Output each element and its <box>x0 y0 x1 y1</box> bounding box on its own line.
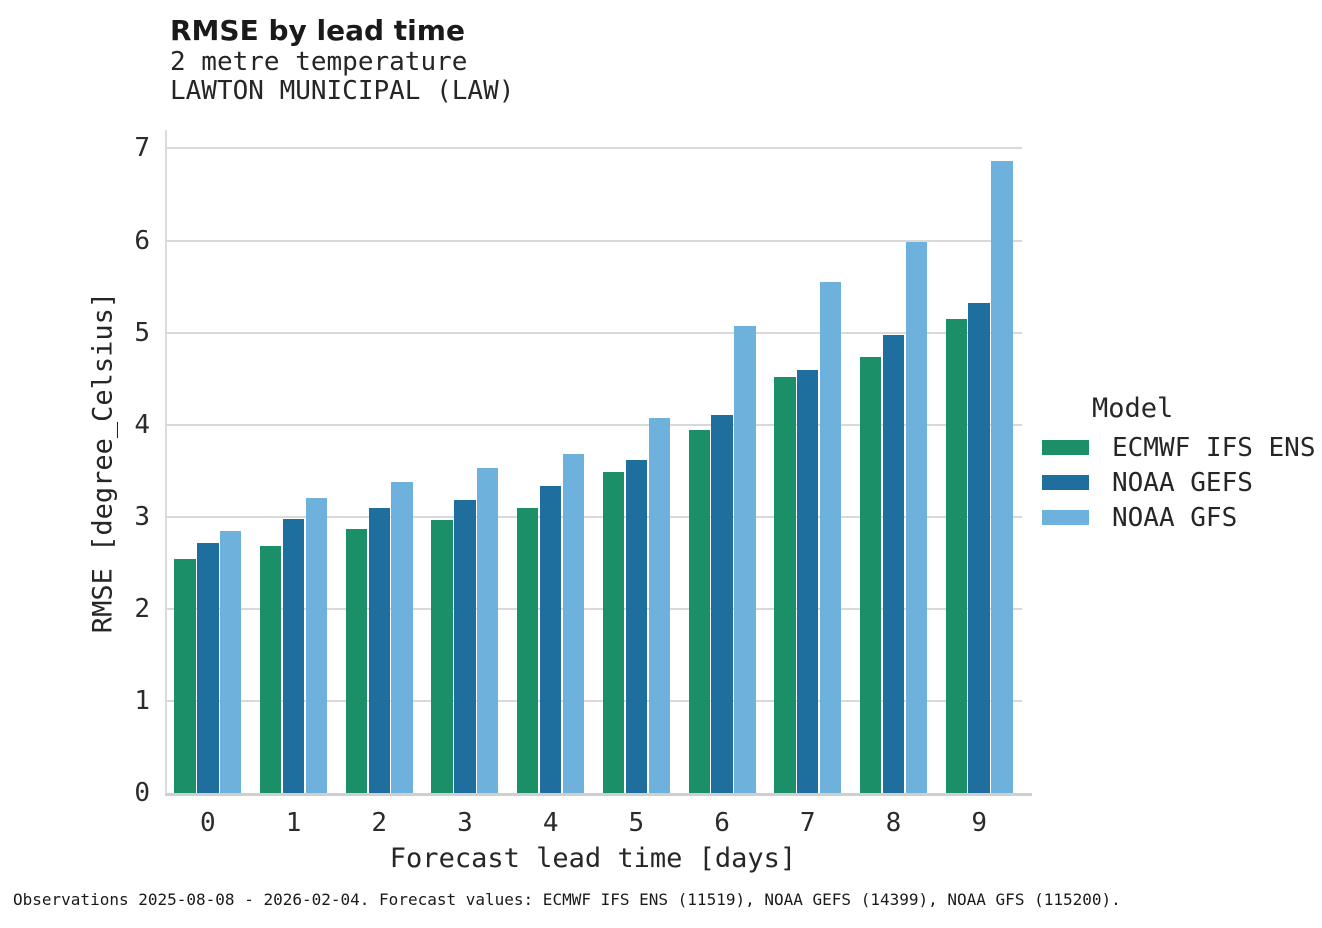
gridline-y-4 <box>165 423 1022 426</box>
bar-noaa-gfs-lead-3 <box>477 467 499 793</box>
bar-ecmwf-ifs-ens-lead-8 <box>859 357 882 793</box>
legend-item-ecmwf-ifs-ens: ECMWF IFS ENS <box>1042 430 1318 465</box>
bar-noaa-gefs-lead-9 <box>968 303 990 793</box>
gridline-y-5 <box>165 331 1022 334</box>
gridline-y-6 <box>165 239 1022 242</box>
x-axis-spine <box>165 793 1032 796</box>
legend: Model ECMWF IFS ENS NOAA GEFS NOAA GFS <box>1042 394 1318 535</box>
y-tick-label-6: 6 <box>134 225 150 256</box>
legend-label: NOAA GFS <box>1112 502 1238 533</box>
gridline-y-7 <box>165 147 1022 150</box>
bar-noaa-gefs-lead-5 <box>625 459 648 793</box>
y-tick-label-7: 7 <box>134 133 150 164</box>
x-tick-label-2: 2 <box>371 808 388 838</box>
y-tick-label-3: 3 <box>134 501 150 532</box>
bar-noaa-gfs-lead-8 <box>905 242 927 793</box>
x-tick-label-1: 1 <box>285 808 302 838</box>
bar-noaa-gfs-lead-0 <box>220 531 242 793</box>
bar-ecmwf-ifs-ens-lead-7 <box>774 376 796 793</box>
y-tick-label-0: 0 <box>134 778 150 808</box>
x-tick-label-4: 4 <box>542 808 559 838</box>
bar-noaa-gfs-lead-5 <box>648 418 670 793</box>
chart-subtitle-variable: 2 metre temperature <box>170 47 468 77</box>
legend-item-noaa-gfs: NOAA GFS <box>1042 500 1318 535</box>
bar-noaa-gefs-lead-4 <box>539 486 562 793</box>
chart-subtitle-station: LAWTON MUNICIPAL (LAW) <box>170 76 515 106</box>
bar-noaa-gfs-lead-7 <box>819 281 842 793</box>
y-tick-label-2: 2 <box>134 593 150 624</box>
x-tick-label-9: 9 <box>971 808 987 838</box>
gridline-y-2 <box>165 607 1022 610</box>
bar-noaa-gefs-lead-7 <box>797 370 819 793</box>
bar-ecmwf-ifs-ens-lead-3 <box>431 520 453 793</box>
bar-noaa-gefs-lead-0 <box>197 542 219 793</box>
chart-header: RMSE by lead time 2 metre temperature LA… <box>170 14 514 106</box>
x-tick-label-7: 7 <box>799 808 816 838</box>
bar-noaa-gefs-lead-6 <box>711 415 733 793</box>
x-tick-label-6: 6 <box>714 808 730 838</box>
y-axis-spine <box>165 130 167 793</box>
bar-ecmwf-ifs-ens-lead-9 <box>945 318 967 793</box>
bar-ecmwf-ifs-ens-lead-6 <box>688 430 710 793</box>
legend-label: ECMWF IFS ENS <box>1112 432 1316 463</box>
x-tick-label-5: 5 <box>628 808 645 838</box>
plot-area <box>165 130 1032 796</box>
bar-noaa-gfs-lead-2 <box>391 481 413 793</box>
bar-noaa-gfs-lead-9 <box>991 161 1013 793</box>
x-tick-label-0: 0 <box>200 808 216 838</box>
legend-items: ECMWF IFS ENS NOAA GEFS NOAA GFS <box>1042 430 1318 535</box>
bar-noaa-gefs-lead-2 <box>368 508 390 793</box>
y-tick-label-5: 5 <box>134 317 150 348</box>
bar-noaa-gefs-lead-3 <box>454 500 476 793</box>
x-axis-label: Forecast lead time [days] <box>389 843 797 874</box>
chart-title: RMSE by lead time <box>170 14 465 47</box>
bar-noaa-gefs-lead-1 <box>282 518 305 793</box>
bar-noaa-gefs-lead-8 <box>882 335 905 793</box>
bar-ecmwf-ifs-ens-lead-2 <box>345 528 368 793</box>
gridline-y-3 <box>165 515 1022 518</box>
legend-label: NOAA GEFS <box>1112 467 1253 498</box>
gridline-y-1 <box>165 699 1022 702</box>
legend-title: Model <box>1092 393 1174 424</box>
legend-item-noaa-gefs: NOAA GEFS <box>1042 465 1318 500</box>
x-tick-label-8: 8 <box>885 808 902 838</box>
bar-noaa-gfs-lead-6 <box>734 326 756 793</box>
bar-ecmwf-ifs-ens-lead-0 <box>174 559 196 793</box>
bar-ecmwf-ifs-ens-lead-5 <box>602 471 625 793</box>
legend-swatch-icon <box>1042 510 1089 525</box>
bar-ecmwf-ifs-ens-lead-4 <box>517 507 539 793</box>
bar-noaa-gfs-lead-4 <box>562 454 585 793</box>
legend-swatch-icon <box>1042 475 1089 490</box>
bar-noaa-gfs-lead-1 <box>305 498 328 793</box>
bar-ecmwf-ifs-ens-lead-1 <box>260 546 282 793</box>
legend-swatch-icon <box>1042 440 1089 455</box>
footer-note: Observations 2025-08-08 - 2026-02-04. Fo… <box>13 890 1121 909</box>
y-tick-label-1: 1 <box>134 685 150 716</box>
y-tick-label-4: 4 <box>134 409 150 440</box>
x-tick-label-3: 3 <box>457 808 473 838</box>
